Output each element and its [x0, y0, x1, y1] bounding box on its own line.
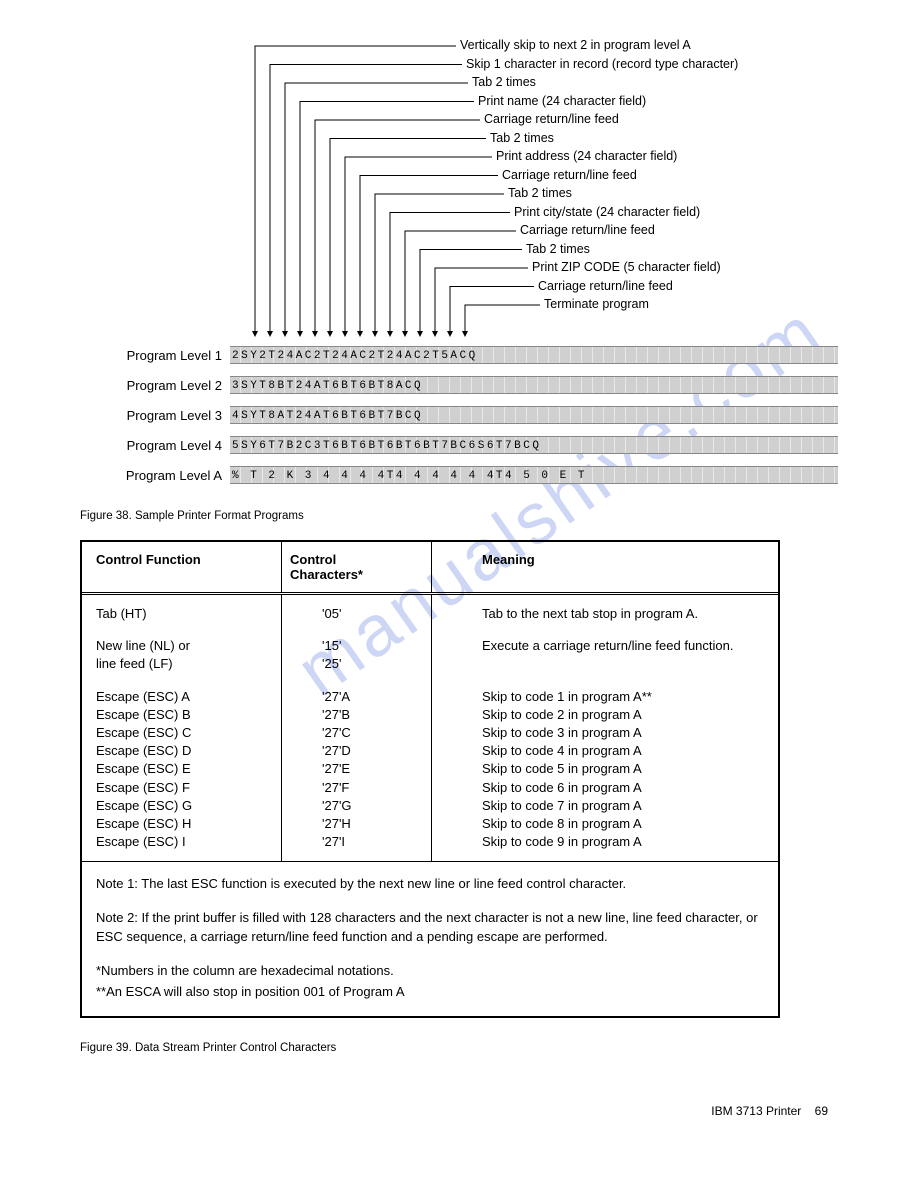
table-cell-chars: '27'A	[322, 688, 423, 706]
callout-label: Print ZIP CODE (5 character field)	[532, 260, 721, 274]
table-cell-chars: '27'H	[322, 815, 423, 833]
callout-label: Carriage return/line feed	[538, 279, 673, 293]
table-cell-meaning: Execute a carriage return/line feed func…	[482, 637, 770, 655]
control-characters-table: Control Function Control Characters* Mea…	[80, 540, 780, 1018]
program-row-label: Program Level 1	[100, 348, 230, 363]
program-row-cells: 2SY2T24AC2T24AC2T24AC2T5ACQ	[230, 346, 838, 364]
table-cell-function: Escape (ESC) C	[96, 724, 273, 742]
program-row-label: Program Level A	[100, 468, 230, 483]
table-note: Note 1: The last ESC function is execute…	[96, 874, 764, 894]
program-row: Program Level 45SY6T7B2C3T6BT6BT6BT6BT7B…	[100, 430, 838, 460]
table-cell-meaning: Skip to code 1 in program A**	[482, 688, 770, 706]
program-grid: Program Level 12SY2T24AC2T24AC2T24AC2T5A…	[100, 340, 838, 490]
callout-label: Tab 2 times	[490, 131, 554, 145]
footer-title: IBM 3713 Printer	[711, 1104, 801, 1118]
program-row-cells: 3SYT8BT24AT6BT6BT8ACQ	[230, 376, 838, 394]
table-cell-meaning: Skip to code 3 in program A	[482, 724, 770, 742]
table-cell-function: Escape (ESC) F	[96, 779, 273, 797]
table-cell-chars: '27'G	[322, 797, 423, 815]
table-cell-chars: '05'	[322, 605, 423, 623]
program-row-cells: 5SY6T7B2C3T6BT6BT6BT6BT7BC6S6T7BCQ	[230, 436, 838, 454]
program-row: Program Level 34SYT8AT24AT6BT6BT7BCQ	[100, 400, 838, 430]
program-row-text: 3SYT8BT24AT6BT6BT8ACQ	[230, 377, 423, 393]
program-row-cells: 4SYT8AT24AT6BT6BT7BCQ	[230, 406, 838, 424]
table-note: **An ESCA will also stop in position 001…	[96, 982, 764, 1002]
callout-label: Tab 2 times	[508, 186, 572, 200]
table-note: *Numbers in the column are hexadecimal n…	[96, 961, 764, 981]
table-cell-chars: '15'	[322, 637, 423, 655]
program-row-text: 2SY2T24AC2T24AC2T24AC2T5ACQ	[230, 347, 478, 363]
program-row: Program Level A% T 2 K 3 4 4 4 4T4 4 4 4…	[100, 460, 838, 490]
table-cell-meaning: Tab to the next tab stop in program A.	[482, 605, 770, 623]
callout-label: Carriage return/line feed	[484, 112, 619, 126]
callout-label: Print name (24 character field)	[478, 94, 646, 108]
callout-label: Tab 2 times	[472, 75, 536, 89]
program-row-text: % T 2 K 3 4 4 4 4T4 4 4 4 4 4T4 5 0 E T	[230, 467, 587, 483]
callout-diagram: Vertically skip to next 2 in program lev…	[100, 40, 838, 490]
table-cell-chars: '27'E	[322, 760, 423, 778]
table-body: Tab (HT) New line (NL) orline feed (LF) Es…	[82, 595, 778, 862]
table-cell-meaning	[482, 655, 770, 673]
callout-label: Print city/state (24 character field)	[514, 205, 700, 219]
program-row-label: Program Level 4	[100, 438, 230, 453]
table-cell-meaning: Skip to code 2 in program A	[482, 706, 770, 724]
program-row: Program Level 23SYT8BT24AT6BT6BT8ACQ	[100, 370, 838, 400]
table-cell-meaning: Skip to code 4 in program A	[482, 742, 770, 760]
header-control-characters: Control Characters*	[282, 542, 432, 592]
callout-label: Tab 2 times	[526, 242, 590, 256]
table-cell-meaning: Skip to code 6 in program A	[482, 779, 770, 797]
table-cell-meaning: Skip to code 5 in program A	[482, 760, 770, 778]
callout-label: Skip 1 character in record (record type …	[466, 57, 738, 71]
program-row-label: Program Level 2	[100, 378, 230, 393]
table-cell-function: line feed (LF)	[96, 655, 273, 673]
table-cell-function: Escape (ESC) H	[96, 815, 273, 833]
table-cell-chars: '27'C	[322, 724, 423, 742]
table-cell-function: Escape (ESC) D	[96, 742, 273, 760]
table-cell-chars: '27'I	[322, 833, 423, 851]
callout-label: Carriage return/line feed	[502, 168, 637, 182]
program-row: Program Level 12SY2T24AC2T24AC2T24AC2T5A…	[100, 340, 838, 370]
table-cell-function: Tab (HT)	[96, 605, 273, 623]
program-row-text: 4SYT8AT24AT6BT6BT7BCQ	[230, 407, 423, 423]
table-cell-meaning: Skip to code 7 in program A	[482, 797, 770, 815]
program-row-cells: % T 2 K 3 4 4 4 4T4 4 4 4 4 4T4 5 0 E T	[230, 466, 838, 484]
table-cell-function: Escape (ESC) B	[96, 706, 273, 724]
header-meaning: Meaning	[432, 542, 778, 592]
program-row-text: 5SY6T7B2C3T6BT6BT6BT6BT7BC6S6T7BCQ	[230, 437, 541, 453]
table-cell-function: Escape (ESC) E	[96, 760, 273, 778]
table-cell-function: Escape (ESC) G	[96, 797, 273, 815]
callout-label: Carriage return/line feed	[520, 223, 655, 237]
page-footer: IBM 3713 Printer 69	[80, 1104, 838, 1118]
table-cell-chars: '25'	[322, 655, 423, 673]
table-header-row: Control Function Control Characters* Mea…	[82, 542, 778, 595]
table-cell-chars: '27'D	[322, 742, 423, 760]
table-cell-function: Escape (ESC) A	[96, 688, 273, 706]
table-note: Note 2: If the print buffer is filled wi…	[96, 908, 764, 947]
table-cell-function: Escape (ESC) I	[96, 833, 273, 851]
figure-39-caption: Figure 39. Data Stream Printer Control C…	[80, 1042, 838, 1054]
table-cell-meaning: Skip to code 8 in program A	[482, 815, 770, 833]
program-row-label: Program Level 3	[100, 408, 230, 423]
table-cell-chars: '27'F	[322, 779, 423, 797]
callout-label: Print address (24 character field)	[496, 149, 677, 163]
table-cell-chars: '27'B	[322, 706, 423, 724]
table-cell-function: New line (NL) or	[96, 637, 273, 655]
callout-label: Vertically skip to next 2 in program lev…	[460, 38, 691, 52]
figure-38-caption: Figure 38. Sample Printer Format Program…	[80, 510, 838, 522]
table-notes: Note 1: The last ESC function is execute…	[82, 862, 778, 1016]
callout-label: Terminate program	[544, 297, 649, 311]
header-control-function: Control Function	[82, 542, 282, 592]
table-cell-meaning: Skip to code 9 in program A	[482, 833, 770, 851]
footer-page-number: 69	[815, 1104, 828, 1118]
